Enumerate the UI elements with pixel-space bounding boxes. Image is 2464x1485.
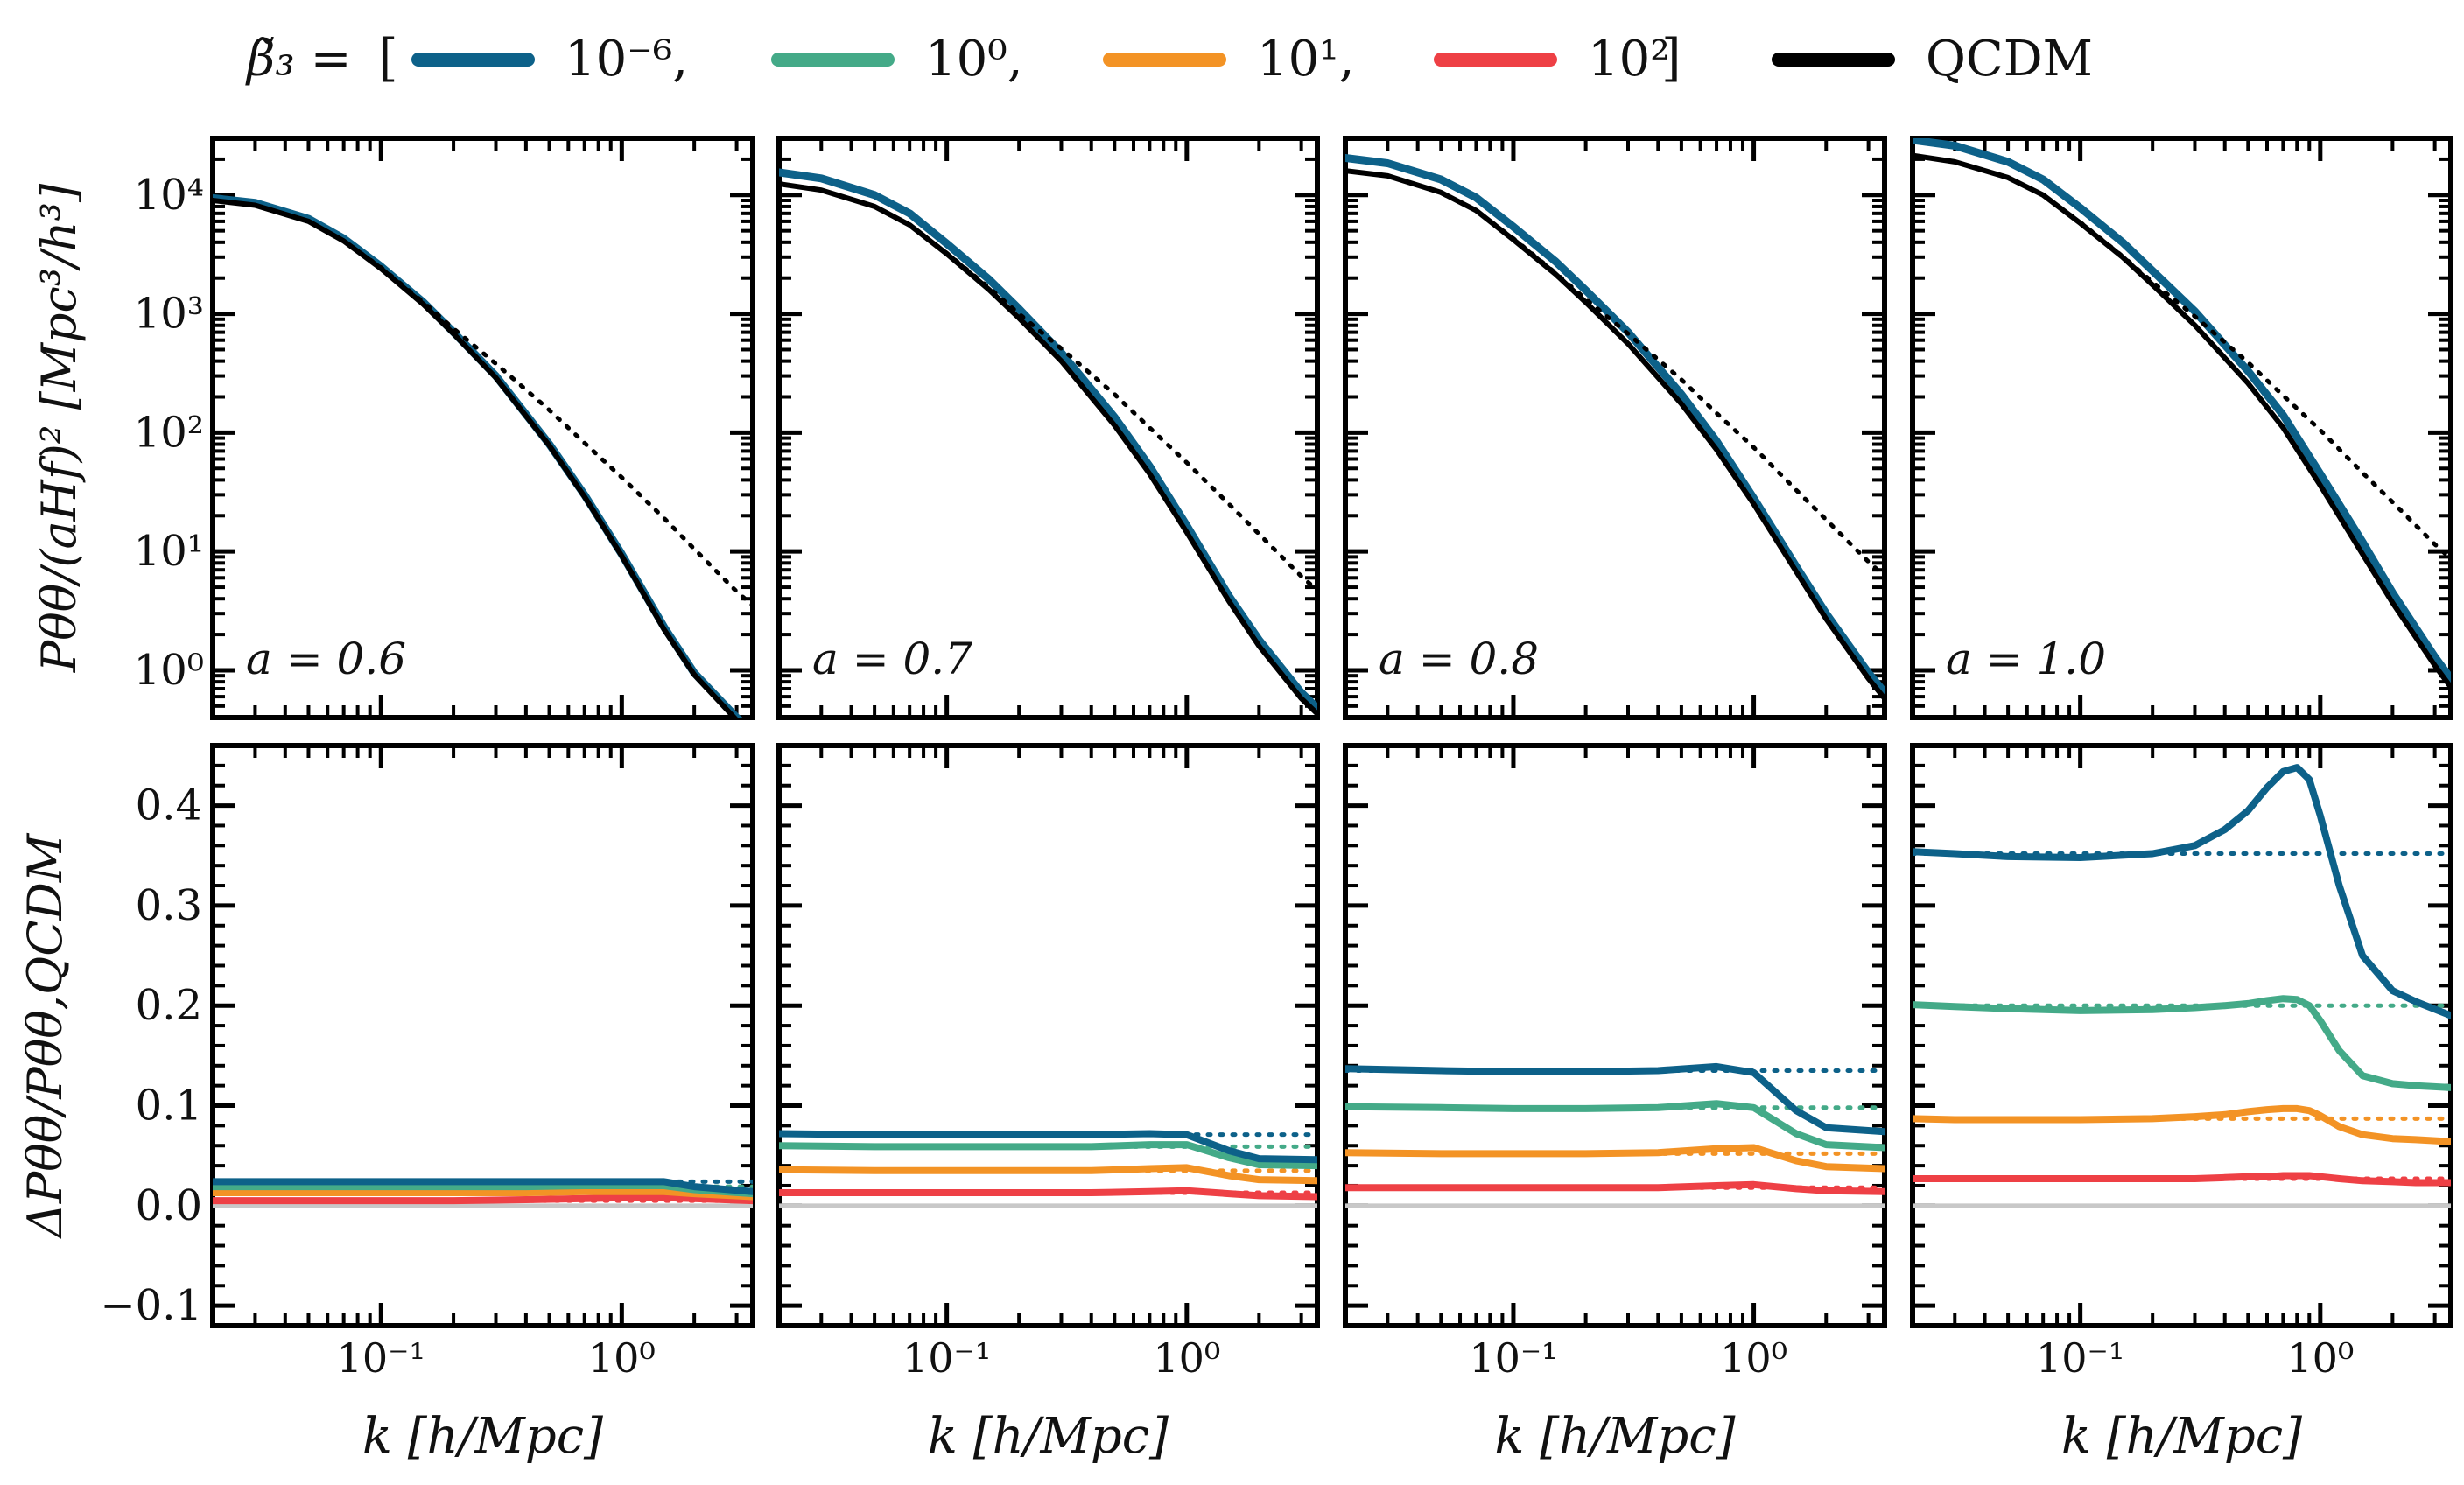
scale-factor-label: a = 0.7	[812, 634, 972, 684]
x-tick-label: 10⁻¹	[2036, 1334, 2124, 1382]
y-tick-label: 10²	[134, 408, 204, 457]
x-tick-label: 10⁰	[1720, 1334, 1787, 1382]
ratio-line	[1913, 995, 2451, 1091]
beta-line-0	[779, 168, 1317, 712]
y-tick-label: −0.1	[100, 1281, 202, 1330]
top-panel-0: a = 0.6 10⁴ 10³ 10² 10¹ 10⁰ Pθθ/(aHf)² [Mpc³/h…	[32, 136, 755, 720]
legend-label-4: QCDM	[1926, 31, 2093, 88]
y-tick-label: 0.0	[136, 1181, 202, 1230]
bottom-lines-1	[779, 1130, 1317, 1201]
x-axis-label: k [h/Mpc]	[2061, 1408, 2302, 1465]
y-tick-label: 0.3	[136, 881, 202, 930]
x-axis-label: k [h/Mpc]	[928, 1408, 1169, 1465]
y-tick-label: 0.2	[136, 981, 202, 1030]
x-tick-label: 10⁻¹	[337, 1334, 425, 1382]
y-axis-label-bottom: ΔPθθ/Pθθ,QCDM	[18, 832, 73, 1239]
bottom-panel-3: 10⁻¹ 10⁰ k [h/Mpc]	[1910, 743, 2453, 1465]
top-lines-2	[1345, 154, 1885, 702]
top-lines-0	[213, 193, 753, 718]
ratio-line	[779, 1141, 1317, 1170]
legend-label-2: 10¹,	[1257, 31, 1355, 88]
top-lines-3	[1913, 138, 2451, 690]
top-panel-frame	[1343, 136, 1887, 720]
scale-factor-label: a = 0.6	[246, 634, 406, 684]
bottom-lines-2	[1345, 1062, 1885, 1195]
x-tick-label: 10⁻¹	[902, 1334, 991, 1382]
linear-theory-line	[1913, 153, 2451, 561]
top-panel-frame	[1910, 136, 2453, 720]
linear-theory-line	[213, 198, 753, 608]
beta-line-0	[1913, 138, 2451, 683]
linear-theory-line	[1345, 168, 1885, 578]
ratio-line	[1345, 1144, 1885, 1173]
ratio-line	[779, 1130, 1317, 1164]
qcdm-line	[1913, 152, 2451, 690]
ratio-line	[1913, 1104, 2451, 1145]
ratio-line	[213, 1187, 753, 1201]
ratio-line	[213, 1194, 753, 1205]
top-panel-frame	[210, 136, 755, 720]
bottom-panel-0: 10⁻¹ 10⁰ k [h/Mpc] −0.1 0.0 0.1 0.2 0.3 0.4 ΔPθθ/…	[18, 743, 755, 1465]
y-tick-label: 10³	[134, 290, 204, 339]
y-tick-label: 10⁰	[134, 646, 204, 695]
y-tick-label: 0.4	[136, 781, 202, 830]
y-axis-label-top: Pθθ/(aHf)² [Mpc³/h³]	[32, 183, 87, 673]
beta-line-0	[1345, 154, 1885, 697]
bottom-panel-frame	[1343, 743, 1887, 1328]
bottom-panel-2: 10⁻¹ 10⁰ k [h/Mpc]	[1343, 743, 1887, 1465]
bottom-panel-frame	[776, 743, 1320, 1328]
y-tick-label: 10⁴	[134, 171, 204, 220]
bottom-panel-frame	[210, 743, 755, 1328]
ratio-line	[1345, 1100, 1885, 1152]
top-panel-1: a = 0.7	[776, 136, 1320, 720]
ratio-line	[1345, 1062, 1885, 1136]
legend-open-bracket: [	[378, 28, 398, 88]
top-panel-frame	[776, 136, 1320, 720]
ratio-line	[1345, 1180, 1885, 1195]
legend-close-bracket: ]	[1661, 28, 1681, 88]
top-panel-2: a = 0.8	[1343, 136, 1887, 720]
x-tick-label: 10⁰	[588, 1334, 656, 1382]
x-tick-label: 10⁻¹	[1469, 1334, 1557, 1382]
legend-label-3: 10²	[1588, 31, 1670, 88]
top-lines-1	[779, 168, 1317, 717]
legend-label-1: 10⁰,	[925, 31, 1023, 88]
y-tick-label: 0.1	[136, 1082, 202, 1131]
bottom-lines-0	[213, 1178, 753, 1205]
y-tick-label: 10¹	[134, 527, 204, 576]
legend-label-0: 10⁻⁶,	[565, 31, 688, 88]
bottom-panel-frame	[1910, 743, 2453, 1328]
x-axis-label: k [h/Mpc]	[362, 1408, 603, 1465]
bottom-lines-3	[1913, 764, 2451, 1187]
bottom-panel-1: 10⁻¹ 10⁰ k [h/Mpc]	[776, 743, 1320, 1465]
top-panel-3: a = 1.0	[1910, 136, 2453, 720]
ratio-line	[213, 1178, 753, 1195]
x-tick-label: 10⁰	[1153, 1334, 1220, 1382]
ratio-line	[779, 1164, 1317, 1185]
scale-factor-label: a = 1.0	[1946, 634, 2106, 684]
ratio-line	[779, 1187, 1317, 1201]
qcdm-line	[1345, 168, 1885, 702]
ratio-line	[1913, 764, 2451, 1019]
linear-theory-line	[779, 181, 1317, 593]
x-tick-label: 10⁰	[2286, 1334, 2354, 1382]
scale-factor-label: a = 0.8	[1379, 634, 1539, 684]
ratio-line	[1913, 1172, 2451, 1187]
legend-param-label: β̃₃ =	[245, 31, 352, 88]
x-axis-label: k [h/Mpc]	[1495, 1408, 1736, 1465]
